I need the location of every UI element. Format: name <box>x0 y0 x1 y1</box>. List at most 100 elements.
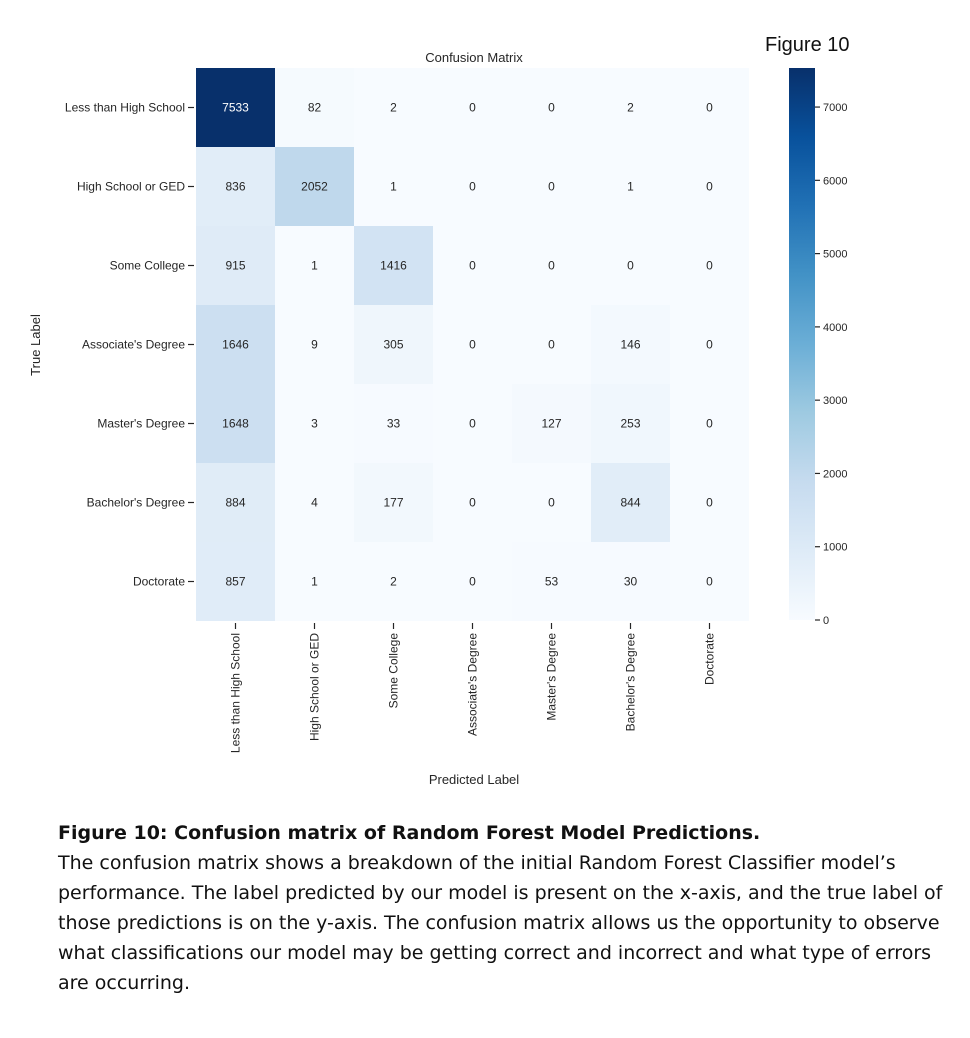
heatmap-cell <box>275 384 354 463</box>
cell-value: 2 <box>390 575 397 589</box>
heatmap-cell <box>433 542 512 621</box>
colorbar-tick-label: 7000 <box>823 102 847 114</box>
colorbar-tick-label: 1000 <box>823 542 847 554</box>
cell-value: 0 <box>627 259 634 273</box>
y-axis-label: True Label <box>28 314 43 376</box>
cell-value: 0 <box>548 496 555 510</box>
cell-value: 0 <box>706 101 713 115</box>
colorbar-tick-label: 5000 <box>823 249 847 261</box>
cell-value: 0 <box>469 259 476 273</box>
cell-value: 1646 <box>222 338 249 352</box>
x-tick-label: High School or GED <box>308 633 322 741</box>
cell-value: 0 <box>469 180 476 194</box>
cell-value: 836 <box>225 180 245 194</box>
cell-value: 0 <box>469 417 476 431</box>
caption-body: The confusion matrix shows a breakdown o… <box>58 852 943 994</box>
heatmap-cell <box>670 384 749 463</box>
heatmap-cell <box>196 305 275 384</box>
heatmap-cell <box>591 542 670 621</box>
cell-value: 146 <box>620 338 640 352</box>
colorbar-tick-label: 4000 <box>823 322 847 334</box>
x-tick-labels: Less than High School High School or GED S… <box>229 623 717 753</box>
heatmap-cell <box>196 384 275 463</box>
cell-value: 0 <box>548 180 555 194</box>
heatmap-cell <box>591 305 670 384</box>
heatmap-cell <box>512 68 591 147</box>
heatmap-cell <box>512 463 591 542</box>
cell-value: 1 <box>311 575 318 589</box>
cell-value: 0 <box>548 259 555 273</box>
cell-value: 0 <box>548 338 555 352</box>
cell-value: 305 <box>383 338 403 352</box>
figure-number: Figure 10 <box>765 34 850 56</box>
heatmap-cell <box>591 147 670 226</box>
heatmap-cell <box>591 384 670 463</box>
heatmap-cell <box>670 226 749 305</box>
heatmap-cell <box>512 542 591 621</box>
heatmap-cell <box>354 147 433 226</box>
y-tick-label: Some College <box>110 259 186 273</box>
heatmap-cell <box>275 542 354 621</box>
cell-value: 33 <box>387 417 401 431</box>
cell-value: 884 <box>225 496 245 510</box>
cell-value: 1648 <box>222 417 249 431</box>
x-tick-label: Associate's Degree <box>466 633 480 736</box>
cell-value: 0 <box>469 575 476 589</box>
cell-value: 1 <box>627 180 634 194</box>
y-tick-label: High School or GED <box>77 180 185 194</box>
colorbar-ticks: 0 1000 2000 3000 4000 5000 6000 7000 <box>815 102 847 627</box>
heatmap-cell <box>275 68 354 147</box>
cell-value: 2052 <box>301 180 328 194</box>
cell-value: 0 <box>706 259 713 273</box>
cell-value: 0 <box>706 496 713 510</box>
figure-caption: Figure 10: Confusion matrix of Random Fo… <box>58 818 958 998</box>
caption-title: Figure 10: Confusion matrix of Random Fo… <box>58 822 761 844</box>
x-tick-label: Master's Degree <box>545 633 559 721</box>
heatmap-cell <box>275 226 354 305</box>
cell-value: 9 <box>311 338 318 352</box>
heatmap-cell <box>512 147 591 226</box>
heatmap-cell <box>196 226 275 305</box>
heatmap-cell <box>433 384 512 463</box>
cell-value: 0 <box>469 496 476 510</box>
heatmap-cell <box>433 68 512 147</box>
cell-value: 7533 <box>222 101 249 115</box>
cell-value: 3 <box>311 417 318 431</box>
y-tick-label: Doctorate <box>133 575 185 589</box>
y-tick-label: Associate's Degree <box>82 338 185 352</box>
cell-value: 0 <box>706 575 713 589</box>
x-tick-label: Some College <box>387 633 401 709</box>
colorbar <box>789 68 815 620</box>
cell-value: 53 <box>545 575 559 589</box>
heatmap-cell <box>670 147 749 226</box>
cell-value: 2 <box>627 101 634 115</box>
cell-value: 1416 <box>380 259 407 273</box>
heatmap-cell <box>433 305 512 384</box>
cell-value: 1 <box>390 180 397 194</box>
colorbar-tick-label: 2000 <box>823 468 847 480</box>
cell-value: 844 <box>620 496 640 510</box>
heatmap-cell <box>670 542 749 621</box>
y-tick-labels: Less than High School High School or GED S… <box>65 101 194 589</box>
cell-value: 253 <box>620 417 640 431</box>
heatmap-cell <box>354 305 433 384</box>
heatmap-cell <box>275 305 354 384</box>
heatmap-cell <box>354 384 433 463</box>
colorbar-tick-label: 3000 <box>823 395 847 407</box>
heatmap-cell <box>670 68 749 147</box>
cell-value: 0 <box>469 338 476 352</box>
heatmap-cell <box>591 226 670 305</box>
cell-value: 127 <box>541 417 561 431</box>
heatmap-cell <box>433 463 512 542</box>
cell-value: 0 <box>706 180 713 194</box>
y-tick-label: Less than High School <box>65 101 185 115</box>
cell-value: 4 <box>311 496 318 510</box>
x-axis-label: Predicted Label <box>429 772 519 787</box>
x-tick-label: Doctorate <box>703 633 717 685</box>
cell-value: 177 <box>383 496 403 510</box>
y-tick-label: Bachelor's Degree <box>87 496 186 510</box>
heatmap-cell <box>275 147 354 226</box>
heatmap-cell <box>196 463 275 542</box>
x-tick-label: Less than High School <box>229 633 243 753</box>
